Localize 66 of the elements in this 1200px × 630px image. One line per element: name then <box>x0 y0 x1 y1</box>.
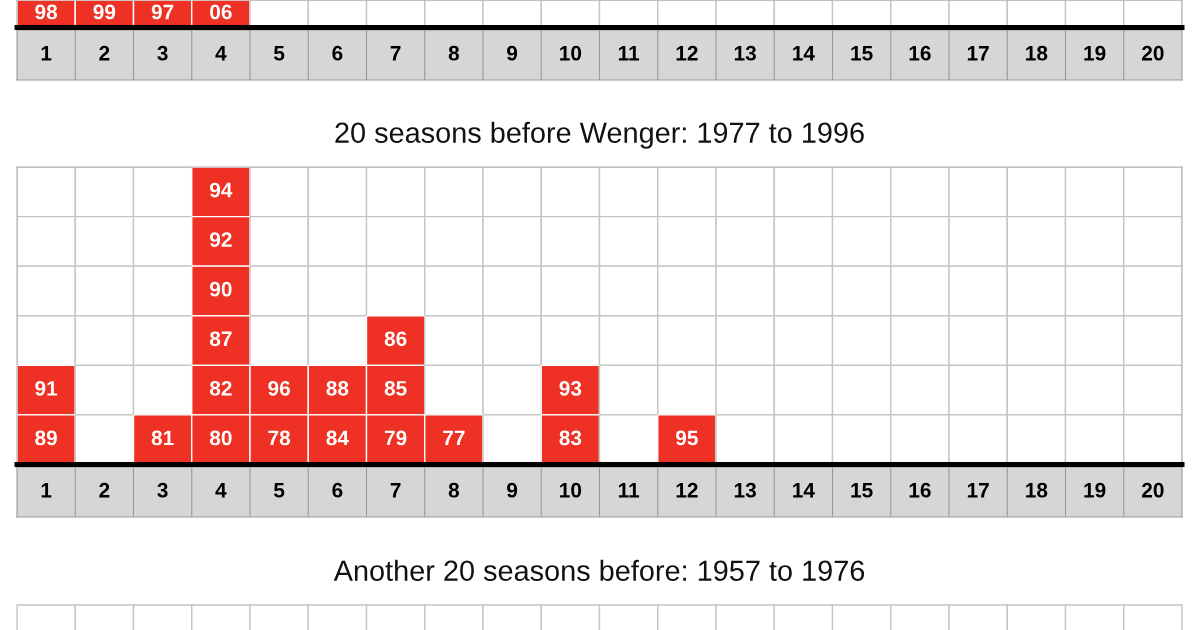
x-tick-label: 5 <box>273 46 285 61</box>
data-label: 89 <box>35 430 57 446</box>
x-tick-label: 11 <box>618 46 640 61</box>
x-tick-label: 20 <box>1142 45 1164 61</box>
x-tick-label: 20 <box>1142 482 1164 498</box>
data-label: 83 <box>559 430 582 446</box>
data-label: 94 <box>210 182 233 198</box>
x-tick-label: 14 <box>793 46 815 61</box>
data-label: 93 <box>559 380 582 396</box>
x-tick-label: 18 <box>1026 482 1048 498</box>
x-tick-label: 17 <box>967 483 989 498</box>
x-tick-label: 3 <box>157 45 168 61</box>
x-tick-label: 7 <box>390 483 401 498</box>
x-tick-label: 4 <box>215 46 227 61</box>
data-label: 82 <box>209 380 232 396</box>
data-label: 95 <box>676 430 698 446</box>
x-tick-label: 17 <box>967 46 989 61</box>
data-label: 90 <box>210 281 232 297</box>
data-label: 92 <box>210 232 232 247</box>
x-tick-label: 10 <box>560 482 582 498</box>
data-label: 91 <box>35 380 58 396</box>
x-tick-label: 2 <box>99 45 110 61</box>
x-tick-label: 13 <box>734 482 756 498</box>
x-tick-label: 10 <box>560 45 582 61</box>
x-tick-label: 12 <box>676 45 698 61</box>
x-tick-label: 12 <box>676 482 698 498</box>
x-tick-label: 16 <box>909 482 931 498</box>
x-tick-label: 2 <box>99 482 110 498</box>
data-label: 06 <box>210 4 232 20</box>
data-label: 99 <box>93 4 116 20</box>
x-tick-label: 15 <box>851 483 873 498</box>
x-tick-label: 11 <box>618 483 640 498</box>
x-tick-label: 6 <box>332 482 343 498</box>
data-label: 84 <box>326 430 349 446</box>
x-tick-label: 16 <box>909 45 931 61</box>
data-label: 86 <box>384 331 407 347</box>
x-tick-label: 6 <box>332 45 343 61</box>
x-tick-label: 15 <box>851 46 873 61</box>
x-tick-label: 5 <box>273 483 285 498</box>
data-label: 97 <box>151 4 174 20</box>
x-tick-label: 4 <box>215 483 227 498</box>
x-tick-label: 14 <box>793 483 815 498</box>
data-label: 98 <box>35 4 58 20</box>
x-tick-label: 1 <box>41 483 52 498</box>
x-tick-label: 8 <box>448 482 460 498</box>
x-tick-label: 18 <box>1026 45 1048 61</box>
data-label: 81 <box>151 430 174 446</box>
x-tick-label: 13 <box>734 45 756 61</box>
data-label: 80 <box>209 430 232 446</box>
data-label: 87 <box>209 331 232 347</box>
x-tick-label: 9 <box>507 482 518 498</box>
x-tick-label: 8 <box>448 45 460 61</box>
x-tick-label: 19 <box>1084 482 1106 498</box>
data-label: 77 <box>443 430 465 446</box>
data-label: 96 <box>268 380 290 396</box>
x-tick-label: 19 <box>1084 45 1106 61</box>
x-tick-label: 7 <box>390 46 401 61</box>
data-label: 88 <box>326 380 349 396</box>
x-tick-label: 1 <box>41 46 52 61</box>
x-tick-label: 3 <box>157 482 168 498</box>
data-label: 85 <box>384 380 407 396</box>
chart-title: 20 seasons before Wenger: 1977 to 1996 <box>335 121 864 149</box>
data-label: 78 <box>268 430 291 446</box>
data-label: 79 <box>384 430 407 446</box>
text: Another 20 seasons before: 1957 to 1976 <box>333 559 865 581</box>
x-tick-label: 9 <box>507 45 518 61</box>
